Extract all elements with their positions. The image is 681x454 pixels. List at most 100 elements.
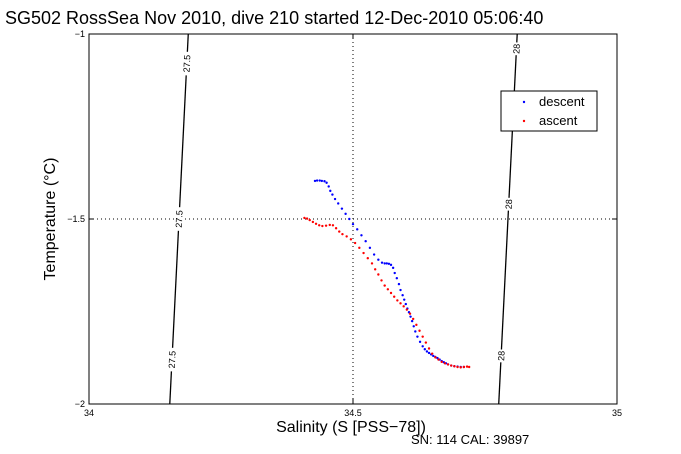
isopycnal-label-group: 28 [511, 42, 522, 56]
descent-point [333, 197, 337, 201]
ascent-point [396, 299, 399, 302]
descent-point [327, 185, 330, 188]
descent-point [313, 179, 317, 183]
y-axis-label: Temperature (°C) [42, 158, 59, 281]
isopycnal-label-bg [174, 207, 184, 231]
descent-point [337, 202, 340, 205]
ascent-point [370, 262, 374, 265]
descent-point [325, 181, 328, 184]
legend-ascent-label: ascent [539, 113, 578, 128]
descent-point [425, 350, 429, 353]
isopycnal-label-bg [167, 347, 177, 372]
descent-point [348, 217, 351, 221]
axis-ticks: 34 34.5 35 −2 −1.5 −1 [67, 29, 622, 418]
ascent-point [334, 227, 338, 230]
isopycnal-label: 28 [504, 199, 514, 210]
isopycnal-label-bg [496, 349, 506, 363]
ascent-point [353, 241, 357, 245]
ascent-point [318, 224, 321, 227]
legend-box [500, 90, 598, 132]
descent-point [387, 262, 391, 265]
descent-point [377, 258, 380, 261]
descent-point [401, 294, 404, 297]
x-tick-label: 35 [612, 408, 622, 418]
ascent-point [446, 363, 450, 366]
ascent-point [308, 218, 311, 222]
y-tick-label: −1 [75, 29, 85, 39]
y-tick-label: −2 [75, 399, 85, 409]
descent-point [323, 180, 326, 183]
descent-point [412, 325, 415, 328]
descent-point [368, 246, 372, 250]
data-points [303, 179, 471, 369]
ascent-point [305, 217, 309, 220]
descent-point [416, 335, 419, 338]
ascent-point [456, 365, 459, 369]
x-tick-label: 34.5 [344, 408, 362, 418]
descent-point [409, 315, 412, 318]
ascent-point [415, 323, 418, 327]
isopycnal-label: 28 [511, 44, 521, 55]
ascent-point [453, 365, 456, 368]
isopycnal-label-bg [504, 197, 514, 211]
ascent-point [408, 312, 412, 315]
ascent-point [402, 305, 405, 308]
ascent-point [459, 366, 462, 369]
descent-point [360, 234, 363, 237]
descent-point [391, 266, 395, 270]
descent-point [395, 277, 399, 280]
ascent-point [421, 335, 424, 338]
isopycnal-lines: 27.5 27.5 27.5 28 28 28 [167, 33, 522, 405]
legend-descent-marker [522, 100, 526, 104]
descent-point [385, 262, 388, 265]
ascent-point [434, 356, 437, 359]
descent-point [364, 240, 367, 243]
ascent-point [450, 364, 453, 367]
ascent-point [411, 317, 415, 321]
isopycnal-label-group: 27.5 [174, 207, 185, 231]
isopycnal-label-bg [512, 42, 521, 56]
descent-point [344, 212, 347, 216]
descent-point [418, 340, 422, 344]
ascent-point [465, 365, 469, 368]
ascent-point [314, 222, 318, 226]
ascent-point [321, 224, 324, 228]
ascent-point [467, 365, 471, 369]
isopycnal-label: 27.5 [167, 351, 178, 369]
ascent-point [427, 347, 431, 350]
ascent-point [443, 362, 447, 365]
descent-point [318, 179, 321, 182]
descent-point [403, 298, 406, 301]
descent-point [423, 348, 427, 351]
descent-point [410, 319, 414, 323]
isopycnal-label-group: 28 [496, 349, 507, 363]
legend-descent-label: descent [539, 94, 585, 109]
descent-point [432, 354, 435, 358]
isopycnal-label-group: 27.5 [182, 51, 193, 76]
isopycnal-label: 27.5 [182, 55, 193, 73]
ascent-point [331, 224, 335, 227]
descent-point [315, 179, 319, 182]
descent-point [356, 228, 359, 231]
ascent-point [303, 216, 306, 220]
ascent-point [405, 308, 409, 311]
ascent-point [383, 284, 386, 287]
ascent-point [431, 352, 434, 355]
descent-point [397, 282, 401, 286]
descent-point [380, 261, 384, 264]
ascent-point [437, 358, 440, 361]
serial-cal-label: SN: 114 CAL: 39897 [411, 432, 529, 447]
descent-point [399, 288, 402, 292]
ascent-point [362, 251, 365, 255]
descent-point [427, 351, 431, 355]
legend-ascent-marker [522, 119, 526, 123]
descent-point [372, 253, 376, 256]
ascent-point [373, 268, 377, 271]
isopycnal-label-group: 27.5 [167, 347, 178, 372]
ascent-point [345, 235, 348, 238]
isopycnal-label-group: 28 [504, 197, 514, 211]
ascent-point [440, 360, 443, 364]
ascent-point [392, 295, 396, 298]
descent-point [331, 193, 334, 196]
